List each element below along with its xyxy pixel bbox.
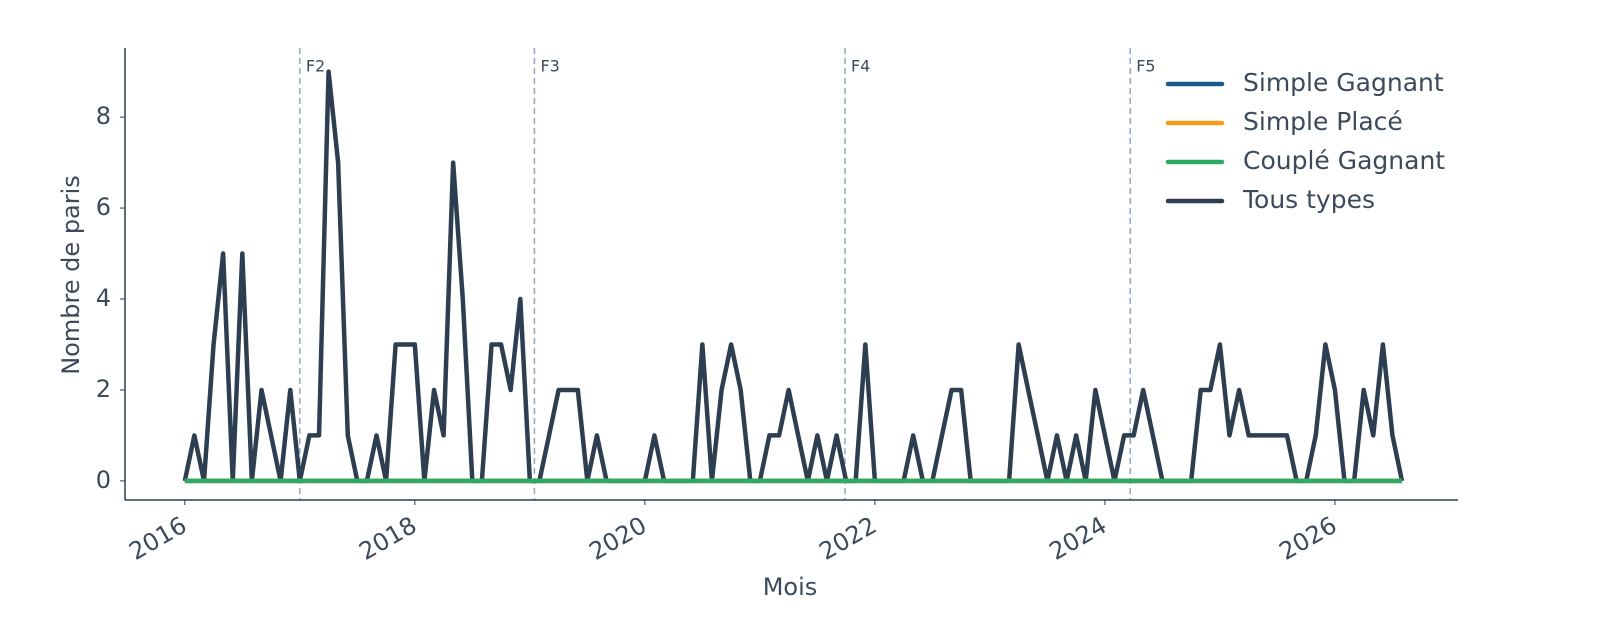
- legend-label: Simple Placé: [1243, 107, 1403, 136]
- phase-label: F2: [306, 57, 325, 76]
- y-tick-label: 8: [96, 102, 111, 130]
- phase-label: F3: [540, 57, 559, 76]
- phase-label: F5: [1136, 57, 1155, 76]
- x-tick-label: 2018: [354, 511, 421, 566]
- legend-label: Couplé Gagnant: [1243, 146, 1445, 175]
- y-axis-label: Nombre de paris: [57, 175, 85, 375]
- legend-label: Tous types: [1242, 185, 1375, 214]
- x-tick-label: 2024: [1045, 511, 1112, 566]
- x-tick-label: 2016: [124, 511, 191, 566]
- x-axis-label: Mois: [763, 573, 818, 601]
- phase-label: F4: [851, 57, 870, 76]
- y-tick-label: 6: [96, 193, 111, 221]
- legend-label: Simple Gagnant: [1243, 68, 1444, 97]
- y-tick-label: 2: [96, 375, 111, 403]
- y-tick-label: 0: [96, 466, 111, 494]
- x-tick-label: 2020: [584, 511, 651, 566]
- series-line: [182, 69, 1405, 484]
- y-tick-label: 4: [96, 284, 111, 312]
- x-tick-label: 2026: [1275, 511, 1342, 566]
- x-tick-label: 2022: [814, 511, 881, 566]
